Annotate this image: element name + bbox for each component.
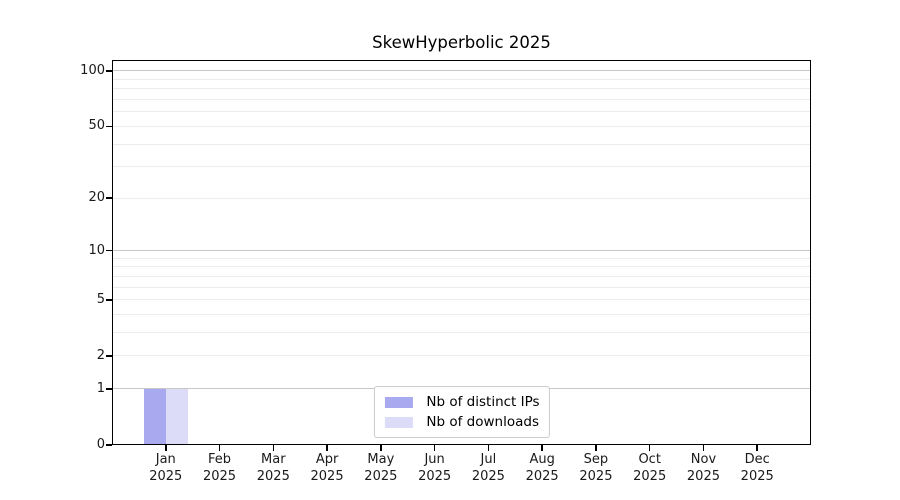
gridline-minor [112,257,811,259]
gridline-minor [112,197,811,199]
y-tick-mark [106,355,112,357]
gridline-minor [112,125,811,127]
gridline-minor [112,99,811,100]
x-tick-label: Dec 2025 [740,452,774,484]
gridline-minor [112,275,811,277]
gridline-major [112,70,811,72]
gridline-minor [112,143,811,145]
x-tick-label: Jan 2025 [149,452,183,484]
y-tick-mark [106,70,112,72]
bar-nb-of-downloads-jan-2025 [165,388,188,445]
gridline-minor [112,266,811,268]
gridline-minor [112,355,811,357]
y-tick-mark [106,249,112,252]
gridline-minor [112,88,811,90]
x-tick-mark [648,445,651,451]
y-tick-label: 5 [96,291,105,307]
y-tick-label: 0 [96,437,105,452]
x-tick-mark [702,445,705,451]
legend-swatch-distinct-ips [384,396,413,408]
x-tick-mark [487,445,490,451]
x-tick-mark [433,445,436,451]
y-tick-label: 100 [80,62,105,78]
x-tick-mark [272,445,275,451]
gridline-minor [112,111,811,113]
y-tick-mark [106,444,112,446]
chart-title: SkewHyperbolic 2025 [372,33,551,52]
x-tick-label: Feb 2025 [202,452,237,484]
gridline-major [112,250,811,252]
gridline-minor [112,332,811,334]
y-tick-label: 10 [88,242,105,258]
y-tick-mark [106,197,112,199]
x-tick-mark [326,445,328,451]
y-tick-label: 1 [96,380,105,396]
y-tick-label: 50 [88,118,105,134]
x-tick-label: May 2025 [364,452,398,484]
bar-nb-of-distinct-ips-jan-2025 [143,388,166,445]
y-tick-mark [106,388,112,390]
gridline-minor [112,78,811,80]
x-tick-mark [165,445,167,451]
y-tick-mark [106,299,112,301]
x-tick-label: Jul 2025 [471,452,505,484]
x-tick-label: Oct 2025 [633,452,667,484]
y-tick-label: 2 [96,347,105,363]
x-tick-label: Mar 2025 [256,452,290,484]
x-tick-mark [380,445,382,451]
legend-label-distinct-ips: Nb of distinct IPs [426,394,540,410]
x-tick-label: Nov 2025 [686,452,720,484]
gridline-minor [112,166,811,168]
x-tick-label: Jun 2025 [418,452,452,484]
y-tick-label: 20 [88,190,105,206]
legend-swatch-downloads [384,416,413,428]
x-tick-mark [756,445,758,451]
x-tick-mark [595,445,597,451]
x-tick-label: Sep 2025 [579,452,613,484]
gridline-minor [112,314,811,316]
legend-item-downloads: Nb of downloads [384,412,539,432]
x-tick-mark [218,445,221,451]
legend-label-downloads: Nb of downloads [426,414,539,430]
legend: Nb of distinct IPs Nb of downloads [373,386,550,438]
gridline-minor [112,299,811,301]
x-tick-mark [541,445,543,451]
y-tick-mark [106,125,112,128]
gridline-minor [112,286,811,288]
legend-item-distinct-ips: Nb of distinct IPs [384,392,540,412]
plot-area: Nb of distinct IPs Nb of downloads [112,60,811,445]
x-tick-label: Aug 2025 [525,452,559,484]
x-tick-label: Apr 2025 [310,452,344,484]
